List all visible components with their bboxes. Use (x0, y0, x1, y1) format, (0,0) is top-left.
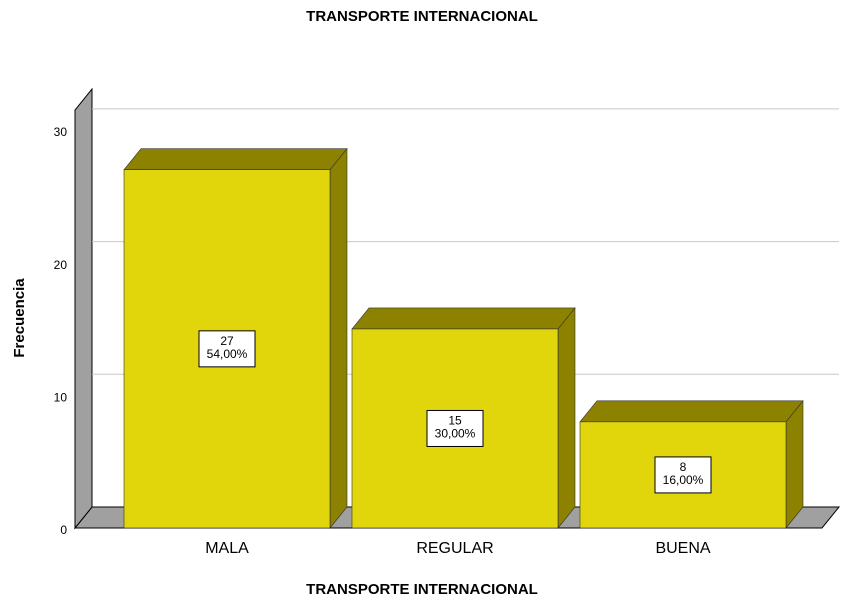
y-tick-label: 0 (60, 523, 67, 537)
y-tick-label: 30 (54, 125, 68, 139)
chart-title: TRANSPORTE INTERNACIONAL (306, 8, 538, 25)
y-axis-title: Frecuencia (11, 278, 28, 358)
bar-side (785, 399, 804, 529)
percentage-label: 16,00% (663, 473, 704, 487)
bar-side (557, 307, 576, 529)
data-label-box (198, 330, 256, 368)
y-tick-label: 10 (54, 390, 68, 404)
data-label-box (426, 409, 484, 447)
bar-top (123, 148, 348, 171)
bar-side (329, 147, 348, 529)
bar-top (351, 307, 576, 330)
data-label: 15 (448, 414, 462, 428)
y-tick-label: 20 (54, 258, 68, 272)
percentage-label: 30,00% (435, 427, 476, 441)
data-label-box (654, 456, 712, 494)
data-label: 27 (220, 334, 234, 348)
x-tick-label: MALA (205, 540, 249, 557)
data-label: 8 (680, 460, 687, 474)
x-axis-title: TRANSPORTE INTERNACIONAL (306, 581, 538, 598)
x-tick-label: BUENA (655, 540, 710, 557)
bar-top (579, 400, 804, 423)
left-wall (74, 87, 93, 530)
x-tick-label: REGULAR (416, 540, 493, 557)
percentage-label: 54,00% (207, 347, 248, 361)
